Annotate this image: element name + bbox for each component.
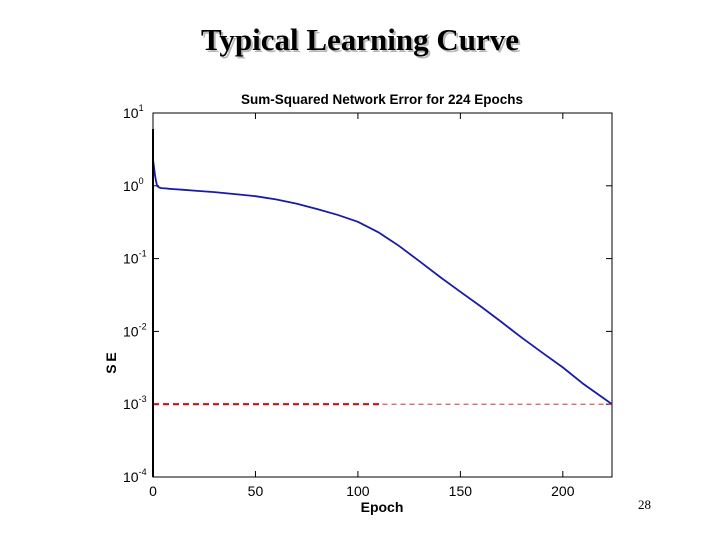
series-layer xyxy=(152,129,613,477)
y-tick-base: 10 xyxy=(123,178,139,194)
y-tick-label: 10-3 xyxy=(123,394,147,412)
y-tick-exponent: 0 xyxy=(139,176,144,186)
y-tick-exponent: 1 xyxy=(139,103,144,113)
x-tick-label: 50 xyxy=(248,483,264,499)
plot-frame xyxy=(152,112,613,478)
y-tick-exponent: -3 xyxy=(139,394,147,404)
chart-title: Sum-Squared Network Error for 224 Epochs xyxy=(241,92,523,107)
y-tick-exponent: -4 xyxy=(139,467,147,477)
y-tick-label: 10-4 xyxy=(123,467,147,485)
slide-title: Typical Learning Curve xyxy=(200,22,520,57)
x-tick-label: 200 xyxy=(551,483,575,499)
y-tick-exponent: -1 xyxy=(139,249,147,259)
y-tick-exponent: -2 xyxy=(139,321,147,331)
y-tick-base: 10 xyxy=(123,396,139,412)
x-tick-label: 0 xyxy=(149,483,157,499)
y-tick-base: 10 xyxy=(123,251,139,267)
x-tick-label: 150 xyxy=(449,483,473,499)
x-tick-label: 100 xyxy=(346,483,370,499)
y-tick-label: 10-1 xyxy=(123,249,147,267)
y-tick-label: 100 xyxy=(123,176,144,194)
x-axis-label: Epoch xyxy=(361,499,404,515)
y-tick-base: 10 xyxy=(123,323,139,339)
error-curve xyxy=(152,159,613,405)
y-tick-label: 101 xyxy=(123,103,144,121)
y-axis-label: S E xyxy=(103,352,119,373)
y-tick-base: 10 xyxy=(123,105,139,121)
y-tick-label: 10-2 xyxy=(123,321,147,339)
slide-number: 28 xyxy=(638,497,651,512)
y-tick-base: 10 xyxy=(123,469,139,485)
